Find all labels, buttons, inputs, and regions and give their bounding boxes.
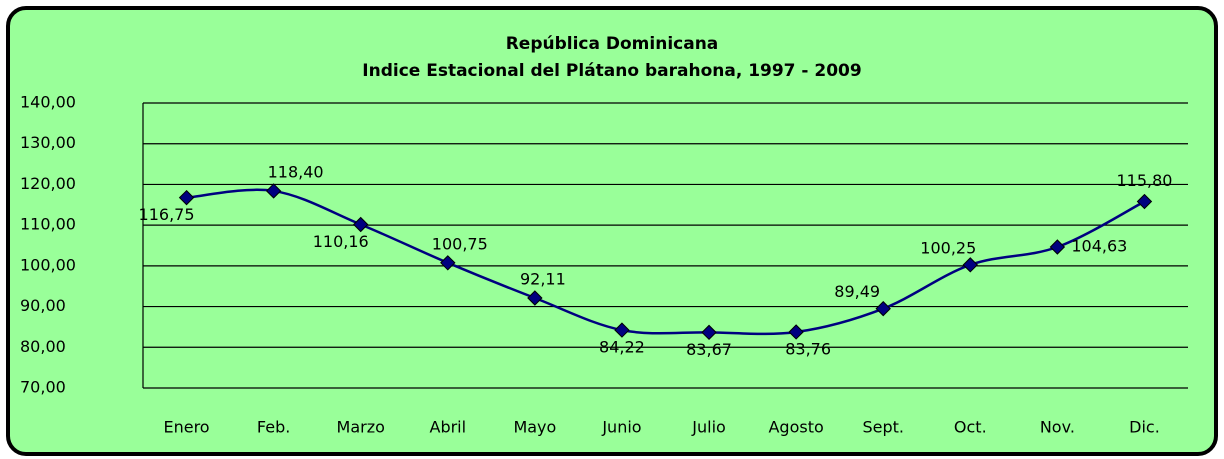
- y-tick-label: 110,00: [20, 215, 76, 234]
- y-tick-label: 100,00: [20, 255, 76, 274]
- x-tick-label: Abril: [430, 418, 467, 437]
- x-tick-label: Mayo: [513, 418, 556, 437]
- x-tick-label: Junio: [601, 418, 641, 437]
- data-label: 100,75: [432, 234, 488, 253]
- data-label: 89,49: [834, 282, 880, 301]
- marker: [265, 183, 282, 199]
- y-tick-label: 80,00: [20, 337, 66, 356]
- y-tick-label: 90,00: [20, 296, 66, 315]
- data-label: 115,80: [1116, 171, 1172, 190]
- data-label: 84,22: [599, 338, 645, 357]
- marker: [1136, 193, 1153, 210]
- y-tick-label: 120,00: [20, 174, 76, 193]
- data-label: 118,40: [268, 162, 324, 181]
- x-tick-label: Marzo: [337, 418, 385, 437]
- x-tick-label: Dic.: [1129, 418, 1160, 437]
- marker: [178, 189, 195, 206]
- marker: [875, 300, 891, 317]
- x-tick-label: Julio: [691, 418, 726, 437]
- data-label: 83,67: [686, 340, 732, 359]
- series-line: [186, 188, 1146, 336]
- data-label: 100,25: [920, 238, 976, 257]
- x-tick-label: Nov.: [1040, 418, 1075, 437]
- marker: [440, 255, 456, 271]
- data-label: 110,16: [313, 232, 369, 251]
- marker: [353, 216, 369, 233]
- y-tick-label: 130,00: [20, 133, 76, 152]
- x-tick-label: Sept.: [862, 418, 904, 437]
- y-tick-label: 70,00: [20, 378, 66, 397]
- marker: [1049, 239, 1066, 255]
- marker: [701, 324, 717, 341]
- chart-subtitle: Indice Estacional del Plátano barahona, …: [362, 61, 861, 81]
- x-tick-label: Agosto: [768, 418, 823, 437]
- data-label: 116,75: [139, 205, 195, 224]
- x-tick-label: Feb.: [257, 418, 290, 437]
- y-tick-label: 140,00: [20, 93, 76, 112]
- chart-frame: [6, 6, 1218, 456]
- marker: [962, 257, 978, 273]
- data-label: 92,11: [520, 269, 566, 288]
- x-tick-label: Enero: [163, 418, 209, 437]
- x-tick-label: Oct.: [954, 418, 987, 437]
- marker: [788, 324, 804, 340]
- data-label: 104,63: [1071, 237, 1127, 256]
- marker: [527, 290, 543, 306]
- marker: [614, 322, 630, 338]
- chart-title: República Dominicana: [506, 34, 719, 54]
- data-label: 83,76: [785, 339, 831, 358]
